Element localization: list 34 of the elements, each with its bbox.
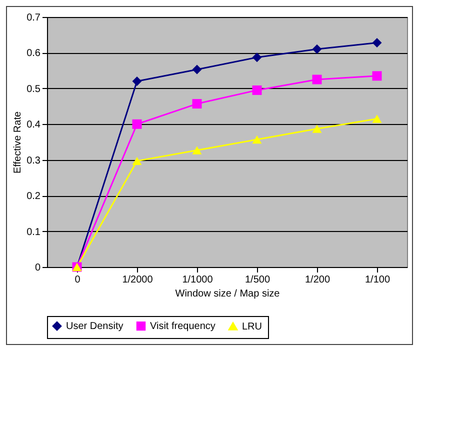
x-tick-label: 1/1000: [182, 274, 214, 286]
point: [192, 146, 202, 154]
point: [252, 52, 262, 62]
x-tick-label: 1/100: [364, 274, 390, 286]
y-tick-label: 0.6: [26, 48, 41, 60]
y-tick-label: 0.3: [26, 155, 41, 166]
point: [192, 64, 202, 74]
x-tick-label: 1/500: [244, 274, 270, 286]
point: [132, 119, 142, 129]
x-tick-label: 1/200: [304, 274, 330, 286]
point: [372, 38, 382, 48]
y-tick-label: 0.7: [26, 12, 41, 24]
y-tick-label: 0: [34, 262, 41, 274]
legend-label: User Density: [66, 321, 124, 332]
point: [132, 156, 142, 166]
x-axis-title: Window size / Map size: [175, 288, 280, 300]
y-tick-label: 0.2: [26, 191, 41, 202]
point: [252, 85, 262, 95]
point: [372, 71, 382, 81]
point: [372, 114, 382, 123]
point: [132, 76, 142, 86]
point: [192, 99, 202, 109]
y-tick-label: 0.5: [26, 84, 41, 95]
x-tick-label: 0: [74, 274, 81, 286]
y-axis-title: Effective Rate: [12, 111, 24, 174]
legend-label: LRU: [242, 321, 262, 332]
y-tick-label: 0.1: [26, 226, 41, 238]
point: [312, 124, 322, 133]
y-tick-label: 0.4: [26, 120, 41, 131]
point: [312, 74, 322, 84]
point: [312, 44, 322, 54]
x-tick-label: 1/2000: [122, 274, 154, 286]
point: [252, 135, 262, 144]
legend-label: Visit frequency: [150, 321, 216, 332]
